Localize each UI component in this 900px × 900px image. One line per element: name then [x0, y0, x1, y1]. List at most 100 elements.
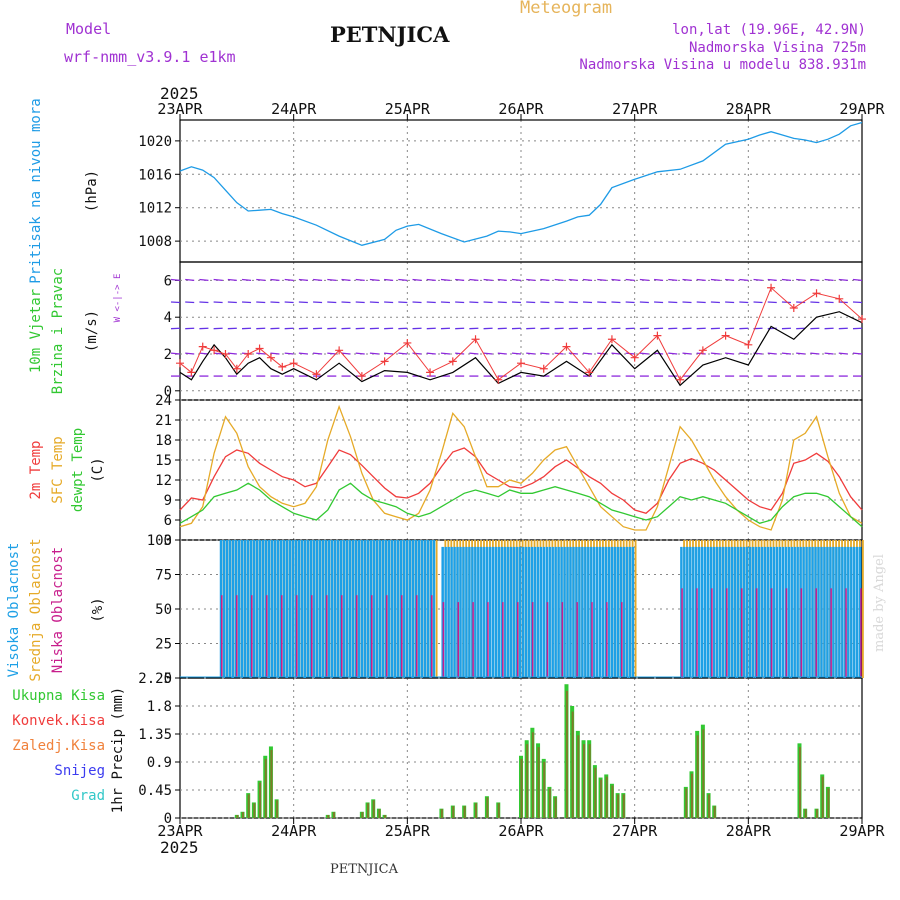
pressure-ylabel: Pritisak na nivou mora — [28, 98, 44, 283]
wind-gust-marker — [278, 362, 287, 371]
wind-ylabel-2: Brzina i Pravac — [50, 268, 66, 394]
cloud-low-bar — [531, 602, 534, 678]
cloud-low-bar — [415, 595, 418, 678]
cloud-high-bar — [255, 540, 259, 678]
cloud-high-bar — [378, 540, 382, 678]
cloud-high-bar — [267, 540, 271, 678]
precip-conv-bar — [622, 794, 625, 818]
wind-gust-marker — [244, 350, 253, 358]
cloud-high-bar — [835, 546, 838, 678]
precip-conv-bar — [605, 776, 608, 818]
wind-vector — [654, 278, 664, 282]
cloud-high-bar — [598, 546, 602, 678]
precip-conv-bar — [600, 779, 603, 818]
cloud-high-bar — [509, 546, 513, 678]
cloud-high-bar — [444, 546, 447, 678]
wind-gust-marker — [789, 304, 798, 312]
cloud-high-bar — [850, 546, 853, 678]
wind-gust-marker — [471, 335, 480, 344]
cloud-high-bar — [363, 540, 367, 678]
temp2m-ylabel: 2m Temp — [28, 440, 44, 499]
cloud-high-bar — [781, 546, 785, 678]
wind-vector — [625, 278, 635, 282]
cloud-high-bar — [689, 546, 692, 678]
wind-vector — [270, 352, 280, 355]
precip-conv-bar — [537, 747, 540, 818]
cloud-high-bar — [817, 546, 820, 678]
wind-vector — [355, 278, 365, 282]
wind-vector — [341, 278, 351, 282]
wind-gust-marker — [721, 331, 730, 340]
wind-vector — [170, 352, 181, 355]
wind-gust-marker — [539, 364, 548, 373]
precip-conv-bar — [452, 806, 455, 818]
cloud-high-bar — [381, 540, 385, 678]
wind-vector — [781, 352, 792, 355]
cloud-high-bar — [521, 546, 525, 678]
cloud-high-bar — [462, 546, 465, 678]
cloud-high-bar — [282, 540, 286, 678]
y-tick-label-temperature: 3 — [164, 533, 172, 549]
cloud-high-bar — [345, 540, 349, 678]
cloud-high-bar — [760, 546, 764, 678]
wind-vector — [369, 352, 379, 355]
cloud-high-bar — [808, 546, 811, 678]
panel-frame-wind — [179, 261, 863, 401]
x-tick-label-bottom: 23APR — [157, 822, 203, 840]
sfc-temp-ylabel: SFC Temp — [50, 436, 66, 503]
cloud-high-bar — [447, 546, 450, 678]
cloud-high-bar — [225, 540, 229, 678]
wind-vector — [682, 352, 692, 355]
model-name: wrf-nmm_v3.9.1 e1km — [64, 48, 236, 66]
wind-gust-marker — [289, 359, 298, 368]
wind-gust-marker — [176, 359, 184, 368]
wind-vector — [298, 278, 308, 282]
wind-vector — [611, 352, 621, 355]
footer-station: PETNJICA — [330, 862, 398, 877]
cloud-high-bar — [613, 546, 617, 678]
cloud-mid-bar — [634, 540, 637, 678]
wind-vector — [739, 352, 749, 355]
wind-vector — [781, 278, 792, 282]
precip-conv-bar — [571, 711, 574, 818]
cloud-mid-bar — [435, 540, 438, 678]
y-tick-label-temperature: 24 — [155, 393, 172, 409]
y-tick-label-clouds: 0 — [164, 671, 172, 687]
cloud-low-bar — [325, 595, 328, 678]
cloud-high-bar — [512, 546, 516, 678]
cloud-low-bar — [265, 595, 268, 678]
panel-frame-temperature — [179, 399, 863, 541]
cloud-low-bar — [310, 595, 313, 678]
x-tick-label-bottom: 29APR — [839, 822, 885, 840]
dewpt-line — [179, 482, 863, 528]
cloud-high-bar — [727, 546, 731, 678]
y-tick-label-temperature: 18 — [155, 433, 172, 449]
wind-vector — [511, 352, 522, 355]
wind-gust-marker — [448, 357, 457, 366]
cloud-high-bar — [222, 540, 226, 678]
wind-vector — [710, 352, 720, 355]
cloud-low-bar — [770, 588, 773, 678]
model-elevation-text: Nadmorska Visina u modelu 838.931m — [579, 57, 866, 73]
cloud-high-bar — [327, 540, 331, 678]
wind-gust-marker — [198, 342, 207, 351]
wind-vector — [796, 278, 806, 282]
cloud-high-bar — [336, 540, 340, 678]
precip-conv-bar — [378, 809, 381, 818]
cloud-high-bar — [393, 540, 397, 678]
cloud-high-bar — [712, 546, 716, 678]
cloud-high-bar — [793, 546, 796, 678]
wind-vector — [355, 352, 365, 355]
wind-vector — [852, 278, 863, 282]
cloud-high-bar — [297, 540, 301, 678]
wind-gust-marker — [812, 289, 821, 298]
cloud-high-bar — [856, 546, 859, 678]
wind-gust-marker — [255, 344, 264, 353]
wind-gust-marker — [744, 340, 753, 349]
cloud-high-bar — [730, 546, 734, 678]
cloud-high-bar — [261, 540, 265, 678]
cloud-high-bar — [342, 540, 346, 678]
cloud-high-bar — [569, 546, 572, 678]
cloud-low-bar — [576, 602, 578, 678]
cloud-high-bar — [506, 546, 510, 678]
